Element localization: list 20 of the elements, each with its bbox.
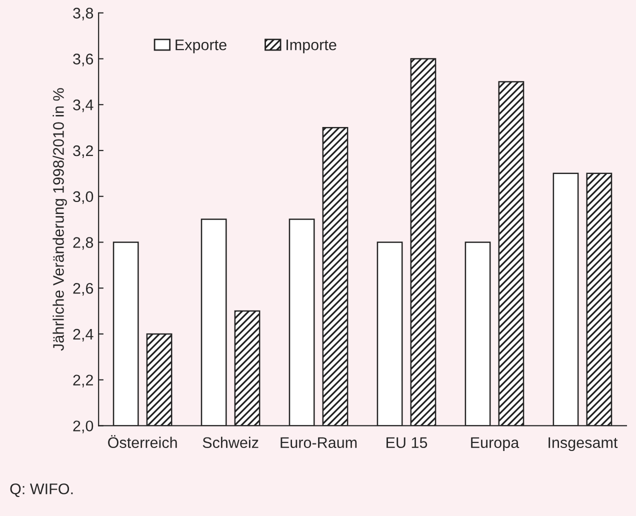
x-tick-label: EU 15 xyxy=(386,437,428,448)
x-tick-label: Europa xyxy=(471,437,520,452)
y-tick-label: 2,4 xyxy=(73,328,94,342)
x-tick-label: Insgesamt xyxy=(548,437,618,452)
y-tick-label: 2,0 xyxy=(73,420,94,434)
y-tick-label: 3,4 xyxy=(73,100,94,112)
y-tick-label: 3,6 xyxy=(73,54,94,66)
x-tick-label: Österreich xyxy=(108,435,177,448)
y-tick-label: 2,2 xyxy=(73,374,93,388)
y-tick-label: 2,6 xyxy=(73,282,94,296)
y-tick-label: 3,2 xyxy=(73,145,93,158)
x-tick-label: Euro-Raum xyxy=(280,437,357,448)
y-tick-label: 3,0 xyxy=(73,191,94,204)
y-tick-label: 3,8 xyxy=(73,8,94,20)
text: Q: WIFO. xyxy=(10,483,73,498)
legend-label: Importe xyxy=(286,40,336,54)
x-tick-label: Schweiz xyxy=(202,436,258,448)
y-tick-label: 2,8 xyxy=(73,237,94,250)
y-axis-title: Jährliche Veränderung 1998/2010 in % xyxy=(52,88,67,351)
legend-label: Exporte xyxy=(176,40,226,54)
